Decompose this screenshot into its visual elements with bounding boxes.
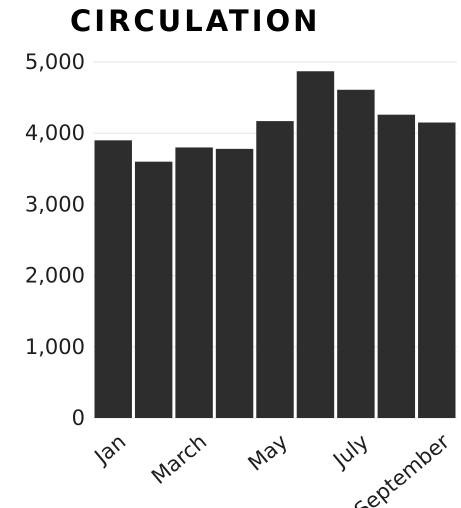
bar — [296, 71, 335, 419]
bar — [377, 114, 416, 419]
x-tick-label: March — [147, 429, 211, 489]
bar — [418, 122, 456, 419]
bar — [94, 140, 132, 418]
x-tick-label: May — [244, 429, 293, 475]
y-tick-label: 3,000 — [25, 192, 85, 216]
x-tick-label: Jan — [89, 429, 131, 469]
bar — [215, 148, 254, 418]
y-tick-label: 1,000 — [25, 335, 85, 359]
bar — [134, 161, 173, 418]
x-tick-label: July — [327, 429, 373, 473]
y-tick-label: 2,000 — [25, 264, 85, 288]
bar-series — [94, 71, 456, 419]
bar — [337, 89, 375, 418]
chart-title: CIRCULATION — [70, 4, 320, 38]
y-tick-label: 5,000 — [25, 50, 85, 74]
y-axis: 0 1,000 2,000 3,000 4,000 5,000 — [25, 50, 85, 430]
bar — [175, 147, 213, 418]
bar — [256, 121, 294, 418]
y-tick-label: 4,000 — [25, 121, 85, 145]
y-tick-label: 0 — [72, 406, 85, 430]
